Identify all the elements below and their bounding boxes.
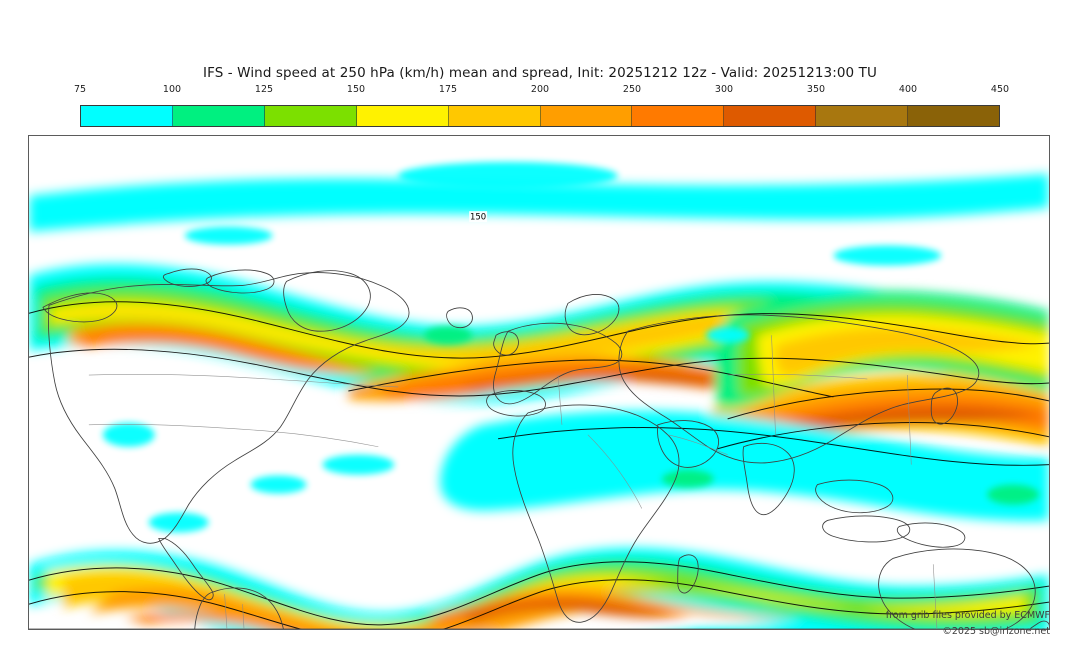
contour-label-group: 150 <box>469 211 488 223</box>
colorbar-segment-3 <box>356 106 449 126</box>
map-canvas: 150 <box>29 136 1049 629</box>
credit-source: from grib files provided by ECMWF <box>885 610 1050 621</box>
contour-lines <box>29 301 1049 629</box>
colorbar-tick-175: 175 <box>438 84 458 95</box>
colorbar-tick-200: 200 <box>530 84 550 95</box>
colorbar-tick-125: 125 <box>254 84 274 95</box>
colorbar-segment-4 <box>448 106 541 126</box>
colorbar-segment-2 <box>264 106 357 126</box>
colorbar-tick-400: 400 <box>898 84 918 95</box>
contour-value-label: 150 <box>470 212 486 222</box>
southern-jet-field <box>29 547 1049 629</box>
colorbar-segment-8 <box>816 106 909 126</box>
colorbar-segment-1 <box>172 106 265 126</box>
colorbar-tick-labels: 75 100 125 150 175 200 250 300 350 400 450 <box>0 84 1080 100</box>
colorbar-tick-75: 75 <box>73 84 87 95</box>
colorbar-segment-6 <box>632 106 725 126</box>
colorbar-tick-450: 450 <box>990 84 1010 95</box>
colorbar <box>80 105 1000 127</box>
colorbar-gradient <box>80 105 1000 127</box>
map-panel: 150 <box>28 135 1050 630</box>
colorbar-segment-5 <box>540 106 633 126</box>
colorbar-segment-0 <box>81 106 173 126</box>
colorbar-tick-350: 350 <box>806 84 826 95</box>
credits: from grib files provided by ECMWF ©2025 … <box>886 608 1050 639</box>
wind-speed-contour-field <box>29 173 1049 521</box>
country-borders <box>88 335 938 629</box>
colorbar-segment-7 <box>724 106 817 126</box>
colorbar-tick-250: 250 <box>622 84 642 95</box>
coastlines <box>29 268 1049 629</box>
credit-copyright: ©2025 sb@irizone.net <box>942 625 1050 637</box>
colorbar-tick-150: 150 <box>346 84 366 95</box>
page-title: IFS - Wind speed at 250 hPa (km/h) mean … <box>203 65 877 81</box>
colorbar-tick-100: 100 <box>162 84 182 95</box>
colorbar-tick-300: 300 <box>714 84 734 95</box>
colorbar-segment-9 <box>908 106 1000 126</box>
